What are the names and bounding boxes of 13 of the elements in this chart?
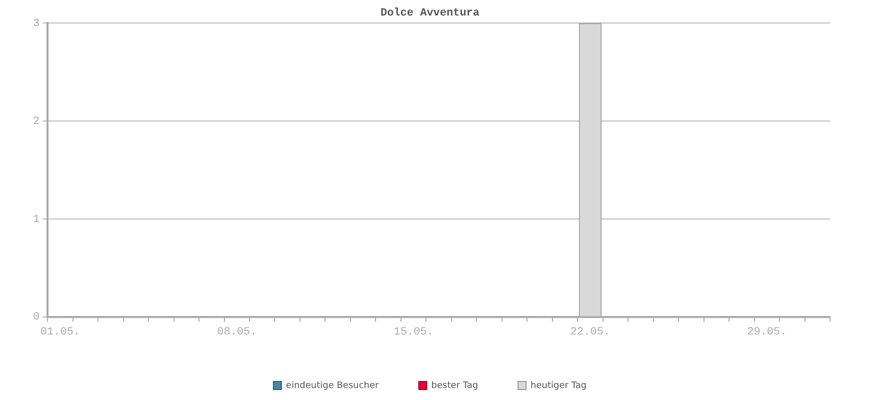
x-tick-label: 22.05.: [570, 326, 610, 338]
x-tick-label: 01.05.: [40, 326, 80, 338]
legend-label: bester Tag: [431, 380, 478, 391]
x-tick-label: 08.05.: [217, 326, 257, 338]
y-tick-label: 2: [32, 116, 40, 128]
legend-label: eindeutige Besucher: [286, 380, 380, 391]
x-tick-label: 15.05.: [394, 326, 434, 338]
legend-label: heutiger Tag: [530, 380, 587, 391]
chart-title: Dolce Avventura: [380, 7, 480, 20]
y-tick-label: 0: [32, 312, 40, 324]
y-tick-label: 3: [32, 18, 40, 30]
y-tick-label: 1: [32, 214, 40, 226]
x-tick-label: 29.05.: [747, 326, 787, 338]
